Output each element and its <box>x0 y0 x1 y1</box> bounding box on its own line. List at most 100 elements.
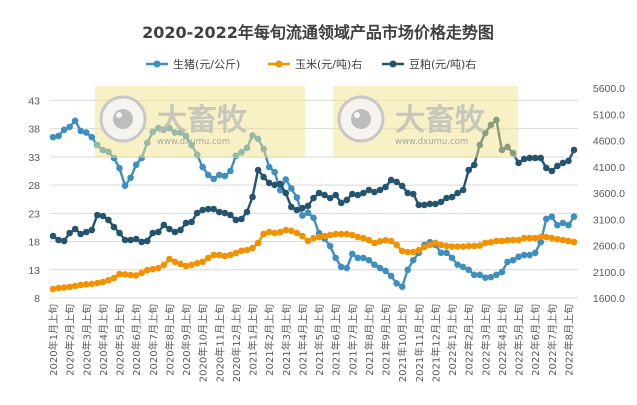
data-point <box>132 161 140 169</box>
data-point <box>493 271 500 279</box>
right-tick-label: 4100.0 <box>593 162 625 174</box>
data-point <box>415 201 423 209</box>
data-point <box>310 234 317 242</box>
data-point <box>94 279 101 287</box>
data-point <box>437 249 445 257</box>
data-point <box>121 182 129 189</box>
legend-label: 豆粕(元/吨)右 <box>409 57 476 71</box>
series-2 <box>49 226 578 293</box>
x-tick-label: 2021年11月上旬 <box>413 304 426 382</box>
data-point <box>166 225 173 233</box>
data-point <box>49 232 57 240</box>
data-point <box>199 163 206 171</box>
x-tick-label: 2022年1月上旬 <box>446 304 459 376</box>
x-tick-label: 2021年5月上旬 <box>313 304 326 376</box>
data-point <box>326 194 334 202</box>
data-point <box>293 194 301 201</box>
x-tick-label: 2021年10月上旬 <box>396 304 409 382</box>
data-point <box>155 228 162 236</box>
data-point <box>149 265 157 273</box>
x-tick-label: 2020年5月上旬 <box>114 304 127 376</box>
data-point <box>149 229 157 237</box>
data-point <box>215 208 223 216</box>
left-axis: 43 38 33 28 23 18 13 8 <box>28 95 40 305</box>
data-point <box>482 274 489 281</box>
data-point <box>276 228 284 236</box>
data-point <box>393 280 400 287</box>
data-point <box>520 251 528 259</box>
data-point <box>459 243 467 250</box>
data-point <box>193 260 201 267</box>
data-point <box>310 194 317 202</box>
data-point <box>55 236 62 244</box>
data-point <box>232 216 240 224</box>
left-tick-label: 43 <box>28 95 40 107</box>
data-point <box>470 161 478 169</box>
data-point <box>337 199 345 207</box>
x-tick-label: 2022年6月上旬 <box>529 304 542 376</box>
data-point <box>288 203 295 211</box>
data-point <box>387 237 395 245</box>
data-point <box>565 221 572 229</box>
data-point <box>393 241 400 249</box>
x-tick-label: 2020年10月上旬 <box>197 304 210 382</box>
x-tick-label: 2021年8月上旬 <box>363 304 376 376</box>
data-point <box>448 254 456 262</box>
data-point <box>348 231 356 239</box>
data-point <box>404 266 412 274</box>
data-point <box>509 256 517 264</box>
data-point <box>110 274 118 282</box>
x-tick-label: 2020年7月上旬 <box>147 304 160 376</box>
data-point <box>82 281 90 288</box>
data-point <box>343 196 351 204</box>
x-tick-label: 2022年8月上旬 <box>562 304 575 376</box>
x-tick-label: 2020年8月上旬 <box>163 304 176 376</box>
data-point <box>360 189 367 197</box>
data-point <box>143 237 151 245</box>
data-point <box>476 242 484 249</box>
data-point <box>487 273 495 281</box>
data-point <box>542 164 550 172</box>
data-point <box>409 190 417 198</box>
data-point <box>382 183 389 191</box>
data-point <box>515 159 522 167</box>
watermark-brand: 大畜牧 <box>395 103 486 138</box>
data-point <box>99 212 107 220</box>
data-point <box>498 268 506 276</box>
left-tick-label: 28 <box>28 180 40 192</box>
data-point <box>360 254 367 262</box>
data-point <box>531 249 539 257</box>
data-point <box>470 271 478 279</box>
data-point <box>271 168 279 176</box>
data-point <box>116 164 123 172</box>
data-point <box>421 243 428 251</box>
data-point <box>221 172 229 180</box>
watermark-url: www.dxumu.com <box>157 137 230 147</box>
data-point <box>288 227 295 235</box>
right-axis: 5600.0 5100.0 4600.0 4100.0 3600.0 3100.0 2600… <box>593 83 625 305</box>
left-tick-label: 8 <box>34 293 40 305</box>
data-point <box>66 123 73 131</box>
data-point <box>559 219 567 227</box>
legend-label: 生猪(元/公斤) <box>173 57 240 71</box>
data-point <box>271 181 279 189</box>
data-point <box>542 215 550 223</box>
data-point <box>482 239 489 247</box>
data-point <box>426 200 434 208</box>
data-point <box>260 230 267 238</box>
x-tick-label: 2021年4月上旬 <box>296 304 309 376</box>
data-point <box>409 256 417 264</box>
x-tick-label: 2020年4月上旬 <box>97 304 110 376</box>
data-point <box>537 233 545 241</box>
data-point <box>105 276 112 284</box>
data-point <box>498 237 506 245</box>
data-point <box>371 261 378 268</box>
data-point <box>265 163 273 171</box>
data-point <box>121 236 129 244</box>
data-point <box>354 233 362 241</box>
data-point <box>432 200 439 208</box>
data-point <box>348 190 356 198</box>
data-point <box>293 206 301 214</box>
